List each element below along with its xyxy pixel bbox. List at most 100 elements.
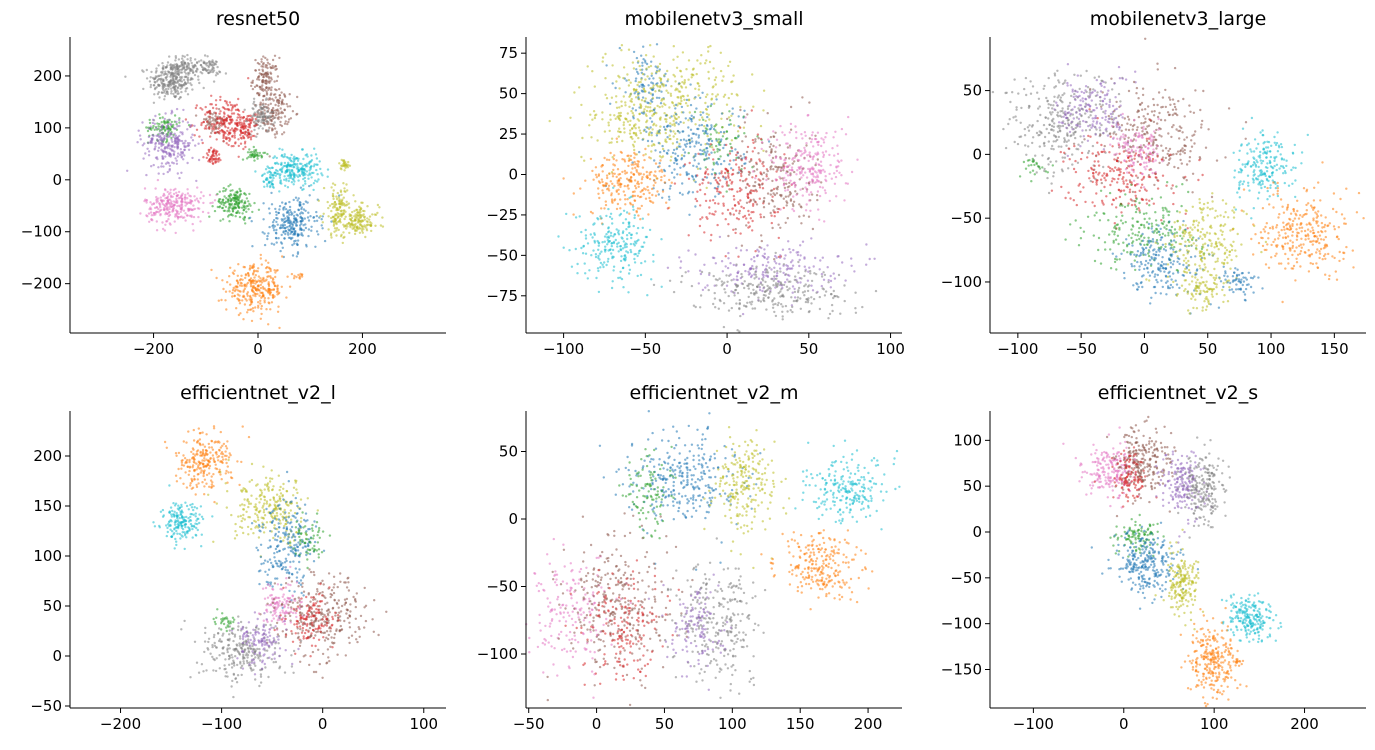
point <box>762 199 766 203</box>
point <box>683 81 686 84</box>
point <box>669 125 672 128</box>
point <box>289 232 292 235</box>
point <box>246 151 250 154</box>
point <box>276 223 279 226</box>
point <box>274 103 277 107</box>
point <box>762 177 765 181</box>
x-tick-label: 0 <box>253 340 263 358</box>
point <box>170 133 173 136</box>
point <box>354 215 358 218</box>
point <box>168 147 171 150</box>
point <box>238 206 241 209</box>
point <box>186 201 189 204</box>
point <box>342 162 345 166</box>
point <box>697 82 700 85</box>
point <box>624 203 627 206</box>
point <box>597 174 600 177</box>
point <box>263 123 266 127</box>
point <box>794 190 797 193</box>
point <box>165 78 168 81</box>
point <box>163 229 166 232</box>
point <box>260 307 263 310</box>
point <box>731 172 735 176</box>
point <box>162 82 166 86</box>
point <box>746 182 749 186</box>
point <box>244 273 248 276</box>
cluster-23 <box>290 272 304 280</box>
point <box>636 254 639 258</box>
point <box>175 68 178 71</box>
point <box>636 70 639 74</box>
point <box>612 265 616 268</box>
point <box>692 74 695 77</box>
point <box>786 217 789 220</box>
point <box>293 165 296 169</box>
point <box>156 178 160 182</box>
point <box>279 107 282 110</box>
point <box>582 244 585 248</box>
point <box>164 162 168 165</box>
point <box>170 195 173 199</box>
point <box>672 148 676 152</box>
point <box>210 268 213 272</box>
point <box>732 213 735 216</box>
point <box>230 145 233 148</box>
point <box>674 158 677 162</box>
point <box>645 130 648 133</box>
point <box>812 145 815 148</box>
point <box>292 198 295 202</box>
point <box>620 44 624 47</box>
point <box>719 69 723 73</box>
point <box>230 213 233 216</box>
point <box>648 110 651 113</box>
point <box>642 192 645 196</box>
point <box>247 200 250 203</box>
point <box>294 157 298 160</box>
point <box>186 79 190 82</box>
point <box>245 197 249 200</box>
point <box>603 248 607 251</box>
point <box>788 193 792 196</box>
point <box>212 69 216 72</box>
point <box>347 221 351 225</box>
point <box>211 60 214 64</box>
point <box>334 203 337 206</box>
point <box>374 224 377 227</box>
point <box>273 127 277 130</box>
point <box>624 256 627 259</box>
point <box>611 201 614 204</box>
point <box>237 155 240 158</box>
point <box>579 187 582 190</box>
point <box>267 283 271 286</box>
point <box>201 108 204 111</box>
point <box>586 242 590 245</box>
point <box>180 90 183 94</box>
point <box>288 221 291 224</box>
point <box>260 88 263 92</box>
point <box>617 233 621 236</box>
point <box>658 89 661 92</box>
point <box>695 165 698 168</box>
point <box>265 119 269 123</box>
point <box>186 142 190 145</box>
point <box>721 212 724 215</box>
point <box>287 228 290 231</box>
point <box>777 165 781 169</box>
point <box>227 122 231 125</box>
point <box>304 209 307 212</box>
point <box>620 104 623 108</box>
point <box>170 136 173 140</box>
point <box>650 134 653 137</box>
point <box>783 153 786 156</box>
point <box>771 189 774 192</box>
point <box>642 87 645 90</box>
point <box>169 191 172 194</box>
point <box>612 235 615 238</box>
point <box>246 204 250 208</box>
point <box>765 150 768 153</box>
point <box>321 215 324 218</box>
point <box>653 159 656 162</box>
point <box>609 234 613 237</box>
point <box>610 244 613 248</box>
point <box>232 144 235 148</box>
